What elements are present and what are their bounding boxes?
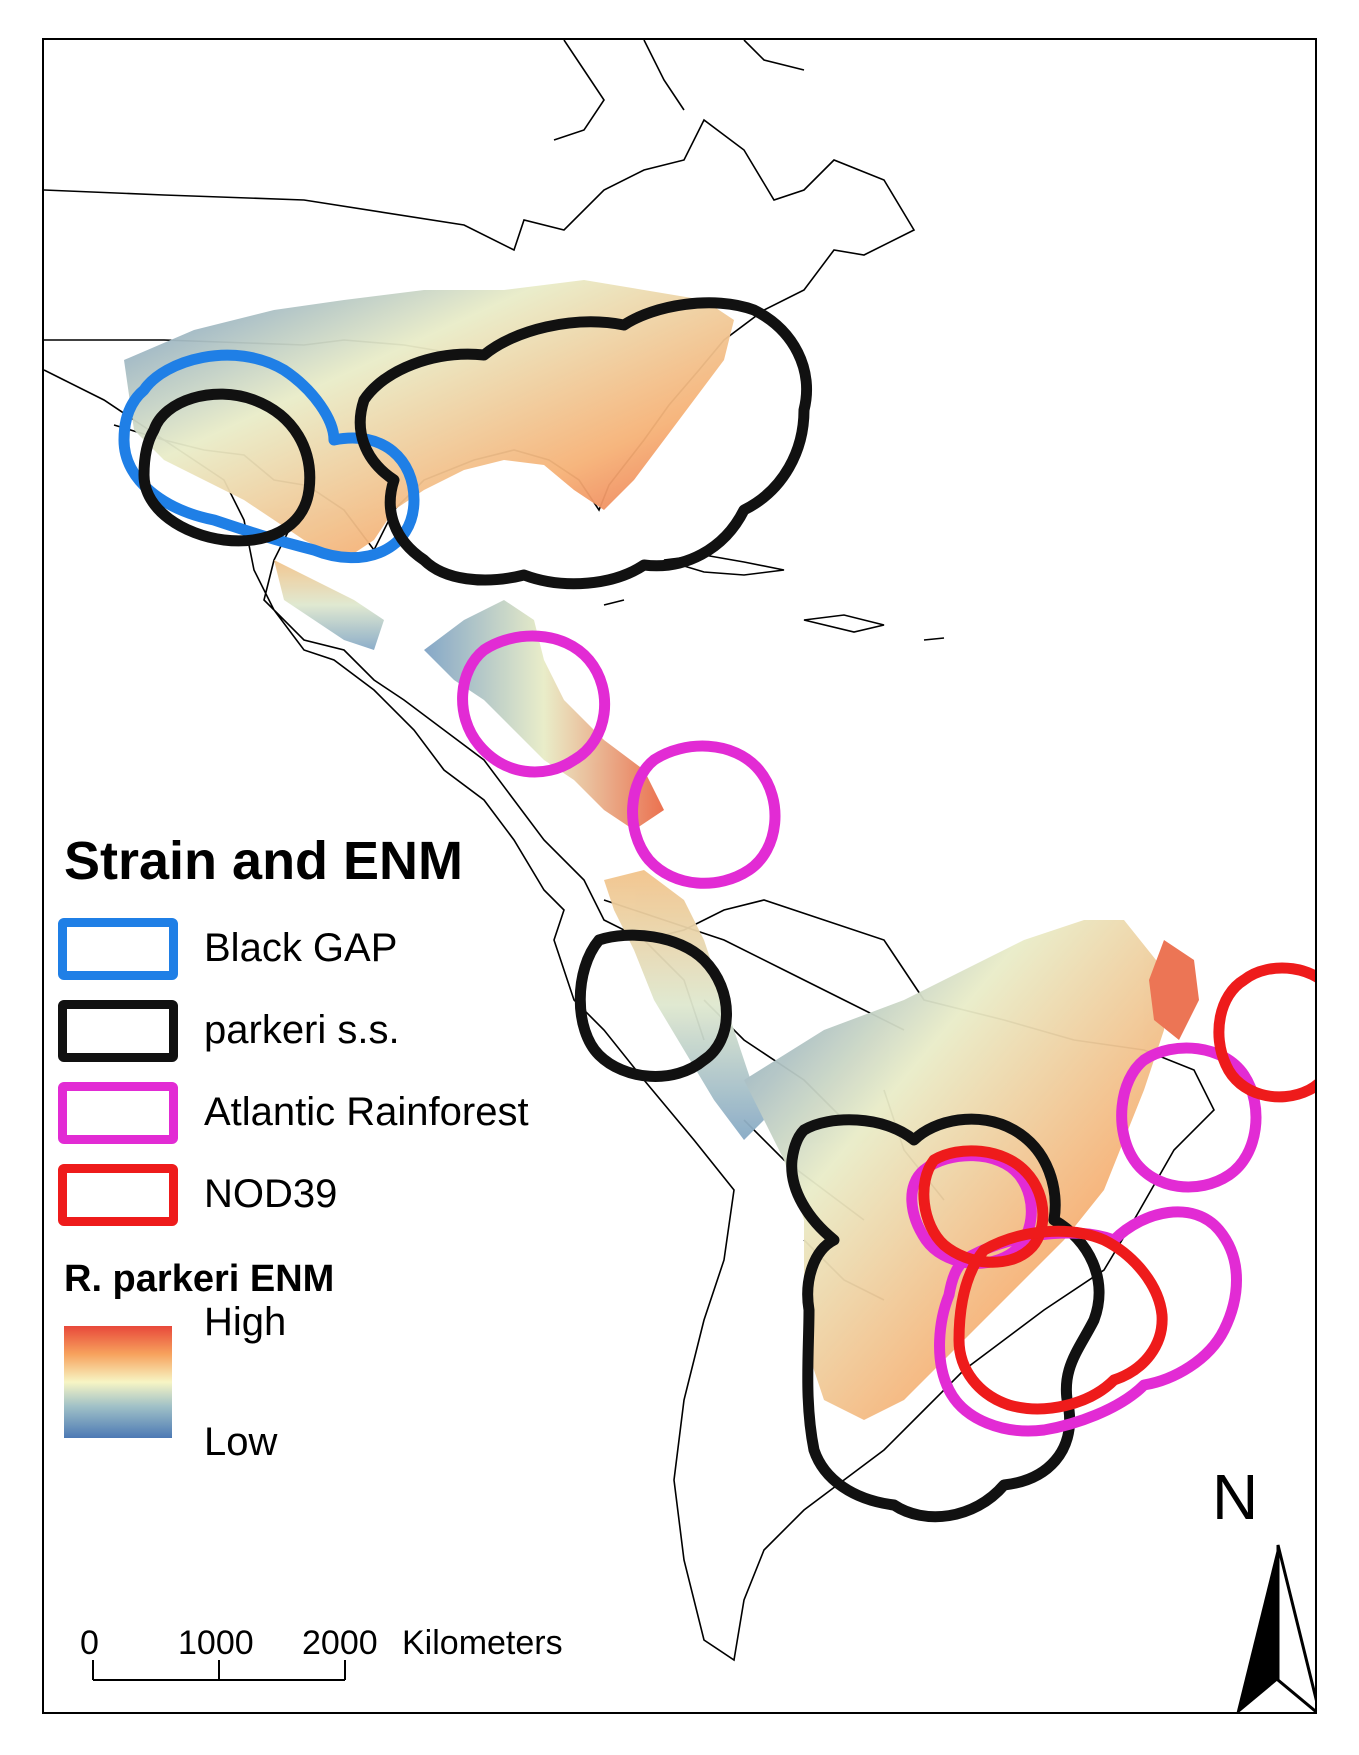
legend-label-black-gap: Black GAP xyxy=(204,926,398,970)
legend-swatch-atlantic-rainforest xyxy=(58,1082,178,1144)
scale-label-0: 0 xyxy=(80,1624,99,1662)
north-arrow-right-half xyxy=(1276,1544,1315,1712)
enm-legend-title: R. parkeri ENM xyxy=(64,1258,335,1300)
buffer-atlantic-south xyxy=(934,1206,1242,1437)
legend-item-black-gap: Black GAP xyxy=(58,918,578,988)
enm-andes xyxy=(604,870,764,1140)
scale-bar xyxy=(92,1660,346,1681)
legend-label-nod39: NOD39 xyxy=(204,1172,338,1216)
buffer-atlantic-panama xyxy=(627,740,781,889)
enm-low-label: Low xyxy=(204,1420,278,1464)
legend-swatch-black-gap xyxy=(58,918,178,980)
strain-buffers xyxy=(118,297,1315,1523)
legend-item-parkeri: parkeri s.s. xyxy=(58,1000,578,1070)
enm-high-label: High xyxy=(204,1300,287,1344)
caribbean-islands-outline xyxy=(603,554,945,641)
legend-item-atlantic-rainforest: Atlantic Rainforest xyxy=(58,1082,578,1152)
north-arrow xyxy=(1236,1544,1315,1712)
map-canvas xyxy=(44,40,1315,1712)
north-arrow-left-half xyxy=(1236,1545,1278,1712)
legend-item-nod39: NOD39 xyxy=(58,1164,578,1234)
north-america-outline xyxy=(44,118,1215,1662)
buffer-parkeri-north-america xyxy=(354,297,813,590)
map-frame xyxy=(42,38,1317,1714)
buffer-atlantic-honduras xyxy=(457,630,611,778)
scale-label-1000: 1000 xyxy=(178,1624,254,1662)
enm-brazil-coast xyxy=(1149,940,1199,1040)
arctic-islands-outline xyxy=(553,40,805,141)
legend-label-parkeri: parkeri s.s. xyxy=(204,1008,400,1052)
scale-label-2000: 2000 xyxy=(302,1624,378,1662)
buffer-nod39-south xyxy=(953,1225,1168,1415)
legend-swatch-parkeri xyxy=(58,1000,178,1062)
enm-surface xyxy=(124,280,1199,1420)
buffer-parkeri-ecuador xyxy=(574,929,732,1082)
legend-title: Strain and ENM xyxy=(64,831,464,891)
buffer-parkeri-south-america xyxy=(786,1113,1105,1523)
enm-central-america xyxy=(424,600,664,830)
legend-label-atlantic-rainforest: Atlantic Rainforest xyxy=(204,1090,529,1134)
enm-north-america xyxy=(124,280,734,560)
north-label: N xyxy=(1212,1461,1259,1533)
enm-color-ramp xyxy=(64,1326,172,1438)
buffer-parkeri-west xyxy=(138,388,316,547)
buffer-nod39-paraguay xyxy=(918,1145,1049,1268)
buffer-nod39-brazil-coast xyxy=(1213,962,1315,1103)
buffer-atlantic-brazil-north xyxy=(1116,1042,1262,1193)
enm-mexico xyxy=(274,560,384,650)
legend-swatch-nod39 xyxy=(58,1164,178,1226)
scale-unit-label: Kilometers xyxy=(402,1624,563,1662)
enm-south-america-central xyxy=(744,920,1164,1420)
